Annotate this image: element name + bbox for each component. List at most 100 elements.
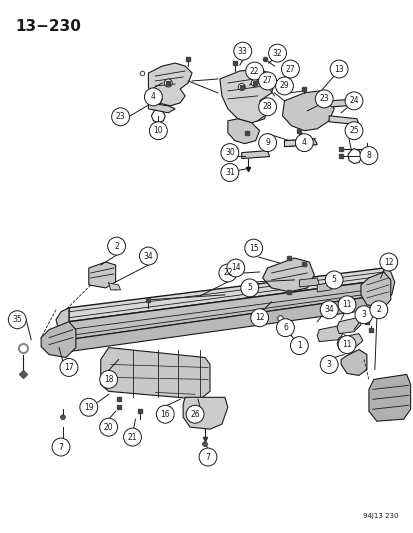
Text: 11: 11: [342, 300, 351, 309]
Circle shape: [149, 122, 167, 140]
Circle shape: [244, 239, 262, 257]
Polygon shape: [227, 119, 259, 144]
Circle shape: [156, 405, 174, 423]
Circle shape: [290, 337, 308, 354]
Circle shape: [123, 428, 141, 446]
Circle shape: [320, 301, 337, 319]
Text: 10: 10: [153, 126, 163, 135]
Text: 35: 35: [12, 315, 22, 324]
Circle shape: [221, 144, 238, 161]
Text: 15: 15: [248, 244, 258, 253]
Text: 8: 8: [366, 151, 370, 160]
Circle shape: [100, 370, 117, 389]
Text: 29: 29: [279, 82, 289, 91]
Text: 3: 3: [326, 360, 331, 369]
Text: 7: 7: [58, 442, 63, 451]
Polygon shape: [360, 272, 390, 308]
Text: 30: 30: [224, 148, 234, 157]
Polygon shape: [148, 63, 192, 106]
Circle shape: [295, 134, 313, 151]
Circle shape: [250, 309, 268, 327]
Text: 34: 34: [143, 252, 153, 261]
Circle shape: [226, 259, 244, 277]
Text: 12: 12: [254, 313, 264, 322]
Text: 5: 5: [331, 276, 336, 285]
Circle shape: [369, 301, 387, 319]
Polygon shape: [183, 397, 227, 429]
Text: 21: 21: [128, 433, 137, 442]
Polygon shape: [69, 268, 383, 322]
Circle shape: [320, 356, 337, 374]
Text: 11: 11: [342, 340, 351, 349]
Text: 1: 1: [296, 341, 301, 350]
Polygon shape: [262, 258, 313, 292]
Text: 22: 22: [249, 67, 259, 76]
Polygon shape: [108, 283, 120, 290]
Polygon shape: [41, 322, 76, 358]
Circle shape: [238, 84, 244, 91]
Circle shape: [144, 88, 162, 106]
Polygon shape: [151, 109, 165, 123]
Circle shape: [258, 72, 276, 90]
Circle shape: [276, 319, 294, 337]
Text: 12: 12: [383, 257, 393, 266]
Circle shape: [337, 336, 355, 353]
Circle shape: [107, 237, 125, 255]
Text: 20: 20: [104, 423, 113, 432]
Text: 24: 24: [348, 96, 358, 106]
Circle shape: [60, 359, 78, 376]
Circle shape: [258, 134, 276, 151]
Text: 94J13 230: 94J13 230: [362, 513, 398, 519]
Circle shape: [218, 264, 236, 282]
Polygon shape: [282, 91, 333, 131]
Circle shape: [354, 306, 372, 324]
Text: 25: 25: [348, 126, 358, 135]
Circle shape: [245, 62, 263, 80]
Text: 14: 14: [230, 263, 240, 272]
Text: 5: 5: [247, 284, 252, 293]
Circle shape: [330, 60, 347, 78]
Text: 3: 3: [361, 310, 366, 319]
Text: 2: 2: [375, 305, 380, 314]
Polygon shape: [347, 149, 361, 164]
Text: 26: 26: [190, 410, 199, 419]
Circle shape: [344, 92, 362, 110]
Polygon shape: [56, 308, 69, 340]
Polygon shape: [299, 278, 318, 287]
Circle shape: [112, 108, 129, 126]
Text: 7: 7: [205, 453, 210, 462]
Polygon shape: [336, 334, 362, 350]
Text: 28: 28: [262, 102, 272, 111]
Text: 16: 16: [160, 410, 170, 419]
Circle shape: [251, 79, 258, 86]
Circle shape: [8, 311, 26, 329]
Polygon shape: [69, 280, 383, 340]
Circle shape: [199, 448, 216, 466]
Polygon shape: [368, 375, 410, 421]
Polygon shape: [336, 318, 360, 334]
Text: 34: 34: [323, 305, 333, 314]
Polygon shape: [284, 139, 316, 147]
Circle shape: [315, 90, 332, 108]
Text: 13: 13: [333, 64, 343, 74]
Polygon shape: [328, 116, 358, 125]
Circle shape: [359, 147, 377, 165]
Text: 6: 6: [282, 323, 287, 332]
Text: 4: 4: [151, 92, 155, 101]
Polygon shape: [316, 326, 343, 342]
Circle shape: [80, 398, 97, 416]
Text: 27: 27: [262, 76, 272, 85]
Text: 31: 31: [225, 168, 234, 177]
Circle shape: [281, 60, 299, 78]
Polygon shape: [148, 103, 175, 113]
Polygon shape: [69, 295, 383, 352]
Circle shape: [268, 44, 286, 62]
Text: 9: 9: [264, 138, 269, 147]
Text: 23: 23: [318, 94, 328, 103]
Circle shape: [275, 77, 293, 95]
Circle shape: [240, 279, 258, 297]
Polygon shape: [241, 151, 269, 158]
Circle shape: [60, 415, 65, 419]
Text: 23: 23: [116, 112, 125, 122]
Polygon shape: [316, 283, 330, 292]
